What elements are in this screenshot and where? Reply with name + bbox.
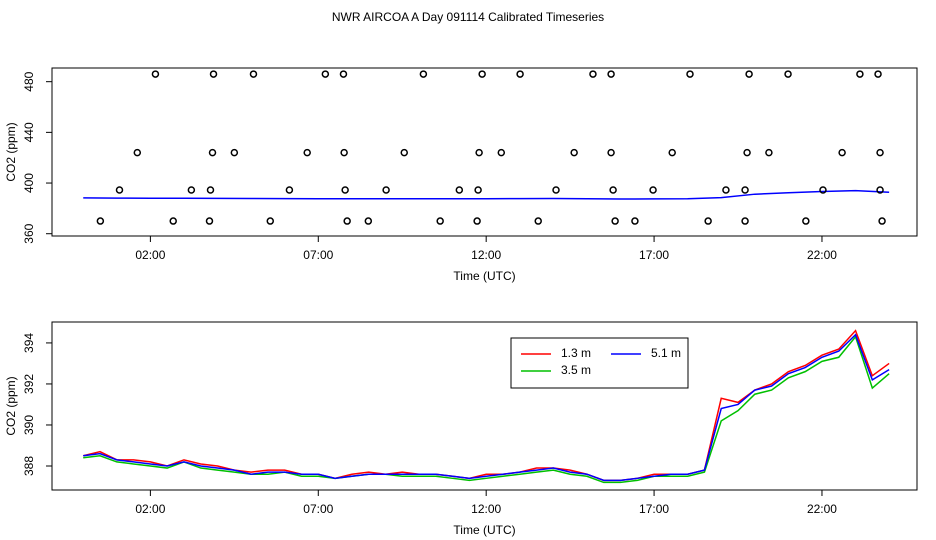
flag-marker <box>455 186 464 194</box>
flag-marker <box>151 70 160 78</box>
flag-marker <box>340 148 348 157</box>
y-axis-label: CO2 (ppm) <box>4 376 18 435</box>
flag-marker <box>874 70 882 78</box>
series-line <box>83 333 890 482</box>
flag-marker <box>611 217 619 225</box>
flag-marker <box>856 70 864 78</box>
flag-marker <box>743 148 751 157</box>
flag-marker <box>321 70 330 78</box>
series-line <box>83 189 890 200</box>
flag-marker <box>722 186 730 194</box>
y-axis-label: CO2 (ppm) <box>4 122 18 181</box>
flag-marker <box>478 70 486 78</box>
y-tick-label: 392 <box>22 374 36 394</box>
flag-marker <box>649 186 657 194</box>
flag-marker <box>589 70 597 78</box>
x-tick-label: 07:00 <box>303 248 333 262</box>
flag-marker <box>473 217 481 225</box>
flag-marker <box>570 148 578 157</box>
y-tick-label: 480 <box>22 71 36 91</box>
flag-marker <box>169 217 177 225</box>
flag-marker <box>741 186 749 194</box>
x-tick-label: 22:00 <box>807 248 837 262</box>
x-tick-label: 17:00 <box>639 502 669 516</box>
x-tick-label: 07:00 <box>303 502 333 516</box>
flag-marker <box>802 217 810 225</box>
y-tick-label: 390 <box>22 415 36 435</box>
flag-marker <box>552 186 560 194</box>
flag-marker <box>474 186 482 194</box>
flag-marker <box>419 70 428 78</box>
flag-marker <box>704 217 712 225</box>
y-tick-label: 440 <box>22 122 36 142</box>
flag-marker <box>115 186 124 194</box>
flag-marker <box>209 70 218 78</box>
legend-label: 5.1 m <box>651 346 681 360</box>
flag-marker <box>436 217 444 225</box>
flag-marker <box>631 217 639 225</box>
flag-marker <box>208 148 217 157</box>
flag-marker <box>133 148 142 157</box>
x-axis-label: Time (UTC) <box>453 523 515 537</box>
flag-marker <box>96 217 105 225</box>
flag-marker <box>876 186 884 194</box>
flag-marker <box>534 217 542 225</box>
x-axis-label: Time (UTC) <box>453 269 515 283</box>
flag-marker <box>607 148 615 157</box>
x-tick-label: 12:00 <box>471 502 501 516</box>
flag-marker <box>745 70 753 78</box>
flag-marker <box>876 148 884 157</box>
y-tick-label: 400 <box>22 173 36 193</box>
x-tick-label: 12:00 <box>471 248 501 262</box>
legend-box <box>510 337 689 389</box>
x-tick-label: 02:00 <box>135 502 165 516</box>
x-tick-label: 22:00 <box>807 502 837 516</box>
flag-marker <box>516 70 524 78</box>
plot-frame <box>51 321 918 491</box>
flag-marker <box>230 148 239 157</box>
flag-marker <box>364 217 373 225</box>
legend-label: 3.5 m <box>561 363 591 377</box>
flag-marker <box>187 186 196 194</box>
y-tick-label: 360 <box>22 223 36 243</box>
flag-marker <box>784 70 792 78</box>
flag-marker <box>303 148 311 157</box>
flag-marker <box>668 148 676 157</box>
flag-marker <box>607 70 615 78</box>
flag-marker <box>382 186 390 194</box>
flag-marker <box>343 217 351 225</box>
x-tick-label: 17:00 <box>639 248 669 262</box>
flag-marker <box>838 148 846 157</box>
x-tick-label: 02:00 <box>135 248 165 262</box>
flag-marker <box>686 70 694 78</box>
series-line <box>83 335 890 484</box>
flag-marker <box>249 70 258 78</box>
flag-marker <box>266 217 275 225</box>
y-tick-label: 388 <box>22 456 36 476</box>
plot-frame <box>51 67 918 237</box>
flag-marker <box>400 148 408 157</box>
flag-marker <box>475 148 483 157</box>
legend-label: 1.3 m <box>561 346 591 360</box>
flag-marker <box>878 217 886 225</box>
flag-marker <box>741 217 749 225</box>
flag-marker <box>609 186 617 194</box>
flag-marker <box>205 217 214 225</box>
flag-marker <box>819 186 827 194</box>
flag-marker <box>765 148 773 157</box>
figure-title: NWR AIRCOA A Day 091114 Calibrated Times… <box>332 10 604 24</box>
flag-marker <box>206 186 215 194</box>
flag-marker <box>285 186 294 194</box>
flag-marker <box>497 148 506 157</box>
y-tick-label: 394 <box>22 333 36 353</box>
flag-marker <box>339 70 348 78</box>
flag-marker <box>341 186 349 194</box>
